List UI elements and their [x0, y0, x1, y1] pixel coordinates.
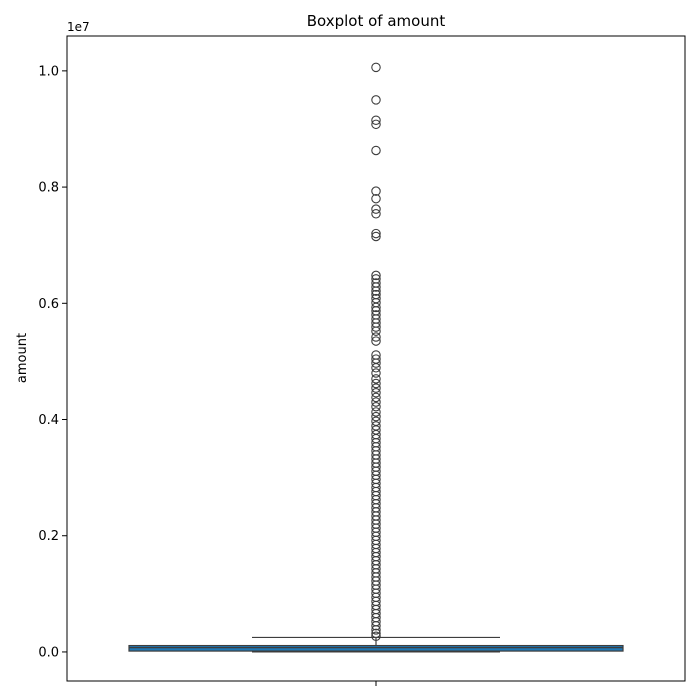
outlier-point — [371, 625, 381, 635]
y-axis-offset-label: 1e7 — [67, 20, 90, 34]
outlier-point — [371, 336, 381, 346]
outlier-point — [371, 145, 381, 156]
outlier-point — [371, 374, 381, 384]
outlier-point — [371, 209, 381, 219]
outlier-point — [371, 411, 381, 422]
y-tick-label: 0.2 — [38, 529, 59, 544]
y-tick-label: 0.0 — [38, 645, 59, 660]
outlier-point — [371, 407, 381, 417]
outlier-point — [371, 378, 381, 389]
outlier-point — [371, 186, 381, 196]
outlier-point — [371, 628, 381, 639]
outlier-point — [371, 282, 381, 292]
y-tick-label: 1.0 — [38, 64, 59, 79]
outlier-point — [371, 631, 381, 642]
outlier-point — [371, 228, 381, 239]
outlier-point — [371, 621, 381, 631]
outlier-point — [371, 115, 381, 126]
plot-area — [128, 62, 624, 653]
outlier-point — [371, 302, 381, 313]
outlier-point — [371, 270, 381, 281]
outlier-point — [371, 119, 381, 130]
y-axis-label: amount — [15, 333, 30, 383]
outlier-point — [371, 62, 381, 73]
outlier-point — [371, 397, 381, 407]
y-axis: 0.0 0.2 0.4 0.6 0.8 1.0 — [38, 64, 67, 660]
y-tick-label: 0.6 — [38, 297, 59, 312]
outlier-point — [371, 358, 381, 368]
outlier-point — [371, 204, 381, 214]
outlier-point — [371, 392, 381, 403]
outlier-point — [371, 193, 381, 204]
outlier-point — [371, 363, 381, 373]
outlier-point — [371, 286, 381, 296]
y-tick-label: 0.4 — [38, 413, 59, 428]
outlier-point — [371, 388, 381, 398]
box-iqr — [128, 644, 624, 652]
outlier-point — [371, 368, 381, 378]
chart-title: Boxplot of amount — [307, 12, 446, 30]
outlier-point — [371, 332, 381, 342]
y-tick-label: 0.8 — [38, 181, 59, 196]
outlier-point — [371, 322, 381, 332]
outlier-point — [371, 231, 381, 242]
outlier-point — [371, 326, 381, 336]
outlier-point — [371, 401, 381, 412]
outlier-point — [371, 95, 381, 105]
outlier-point — [371, 383, 381, 393]
